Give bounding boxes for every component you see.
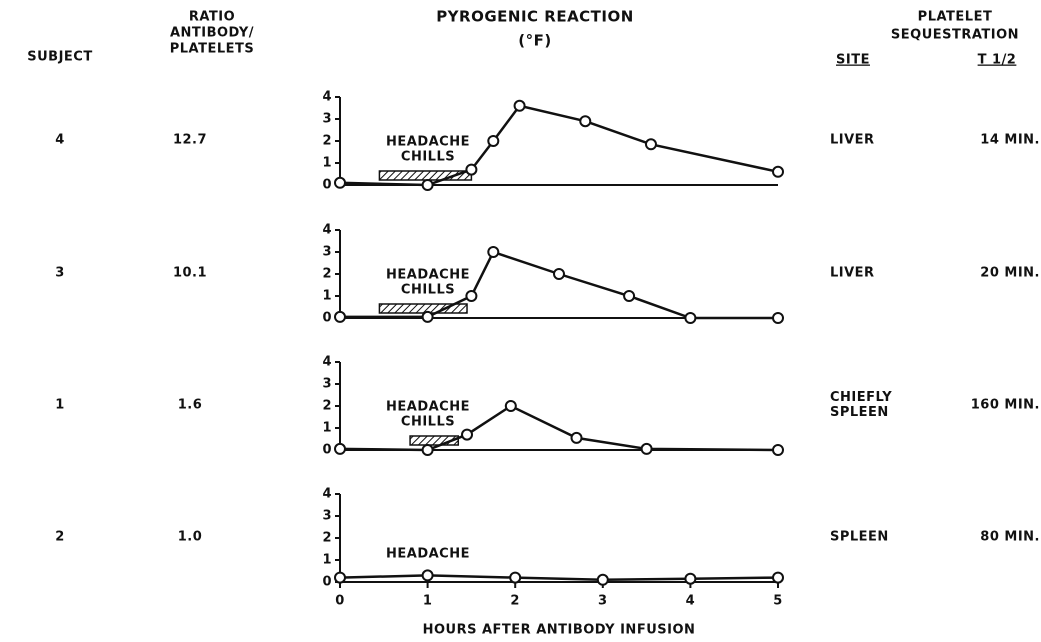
y-tick-label: 2 — [322, 134, 332, 149]
x-axis-label: HOURS AFTER ANTIBODY INFUSION — [423, 623, 696, 638]
y-tick-label: 2 — [322, 267, 332, 282]
point — [487, 135, 500, 147]
point — [644, 138, 657, 151]
y-tick-label: 1 — [322, 421, 332, 436]
subject: 1 — [55, 398, 65, 413]
point — [596, 573, 609, 586]
y-tick-label: 2 — [322, 531, 332, 546]
annotation: CHILLS — [401, 150, 455, 165]
point — [640, 442, 653, 455]
site: SPLEEN — [830, 405, 889, 420]
annotation: CHILLS — [401, 415, 455, 430]
ratio-header: PLATELETS — [170, 42, 255, 57]
point — [579, 115, 592, 128]
subject: 2 — [55, 530, 65, 545]
point — [684, 312, 697, 324]
point — [772, 444, 784, 456]
annotation: HEADACHE — [386, 400, 470, 415]
subject: 3 — [55, 266, 65, 281]
y-tick-label: 4 — [322, 90, 332, 105]
y-tick-label: 3 — [322, 245, 332, 260]
y-tick-label: 4 — [322, 487, 332, 502]
point — [461, 428, 474, 441]
t-half: 14 MIN. — [980, 133, 1040, 148]
site: SPLEEN — [830, 530, 889, 545]
y-tick-label: 3 — [322, 112, 332, 127]
sequestration-header: SEQUESTRATION — [891, 28, 1019, 43]
point — [772, 165, 784, 178]
y-tick-label: 0 — [322, 178, 332, 193]
site-header: SITE — [836, 53, 870, 68]
ratio: 12.7 — [173, 133, 207, 148]
point — [465, 163, 478, 176]
line — [339, 104, 779, 187]
point — [504, 400, 517, 412]
point — [465, 290, 478, 302]
line — [339, 574, 779, 582]
y-tick-label: 3 — [322, 509, 332, 524]
point — [772, 571, 784, 584]
y-tick-label: 2 — [322, 399, 332, 414]
point — [623, 290, 636, 302]
t-half: 20 MIN. — [980, 266, 1040, 281]
annotation: HEADACHE — [386, 547, 470, 562]
point — [334, 442, 346, 455]
ratio: 1.6 — [178, 398, 203, 413]
point — [684, 572, 697, 585]
y-tick-label: 4 — [322, 355, 332, 370]
ratio: 10.1 — [173, 266, 207, 281]
annotation: HEADACHE — [386, 268, 470, 283]
y-tick-label: 4 — [322, 223, 332, 238]
y-tick-label: 0 — [322, 311, 332, 326]
t-half: 160 MIN. — [971, 398, 1040, 413]
point — [421, 310, 434, 323]
x-tick-label: 1 — [423, 594, 433, 609]
point — [513, 99, 526, 112]
point — [772, 312, 784, 324]
t-half: 80 MIN. — [980, 530, 1040, 545]
y-tick-label: 3 — [322, 377, 332, 392]
chart-subtitle: (°F) — [518, 32, 551, 50]
point — [334, 571, 346, 584]
point — [509, 571, 522, 584]
y-tick-label: 0 — [322, 575, 332, 590]
site: LIVER — [830, 133, 875, 148]
x-tick-label: 3 — [598, 594, 608, 609]
y-tick-label: 1 — [322, 156, 332, 171]
y-tick-label: 1 — [322, 553, 332, 568]
point — [334, 176, 346, 189]
point — [553, 268, 565, 280]
x-tick-label: 0 — [335, 594, 345, 609]
chart-title: PYROGENIC REACTION — [436, 8, 634, 26]
line — [340, 250, 778, 320]
y-tick-label: 0 — [322, 443, 332, 458]
subject-header: SUBJECT — [27, 50, 92, 65]
annotation: CHILLS — [401, 283, 455, 298]
y-tick-label: 1 — [322, 289, 332, 304]
x-tick-label: 5 — [773, 594, 783, 609]
point — [487, 246, 500, 258]
point — [421, 444, 434, 456]
sequestration-header: PLATELET — [918, 10, 993, 25]
x-tick-label: 4 — [686, 594, 696, 609]
point — [334, 310, 346, 323]
t-half-header: T 1/2 — [978, 53, 1017, 68]
point — [421, 179, 434, 191]
symptom-span — [409, 435, 460, 446]
site: LIVER — [830, 266, 875, 281]
ratio-header: RATIO — [189, 10, 235, 25]
point — [421, 569, 434, 582]
ratio-header: ANTIBODY/ — [170, 26, 254, 41]
ratio: 1.0 — [178, 530, 203, 545]
site: CHIEFLY — [830, 390, 892, 405]
x-tick-label: 2 — [510, 594, 520, 609]
annotation: HEADACHE — [386, 135, 470, 150]
subject: 4 — [55, 133, 65, 148]
point — [570, 431, 583, 444]
